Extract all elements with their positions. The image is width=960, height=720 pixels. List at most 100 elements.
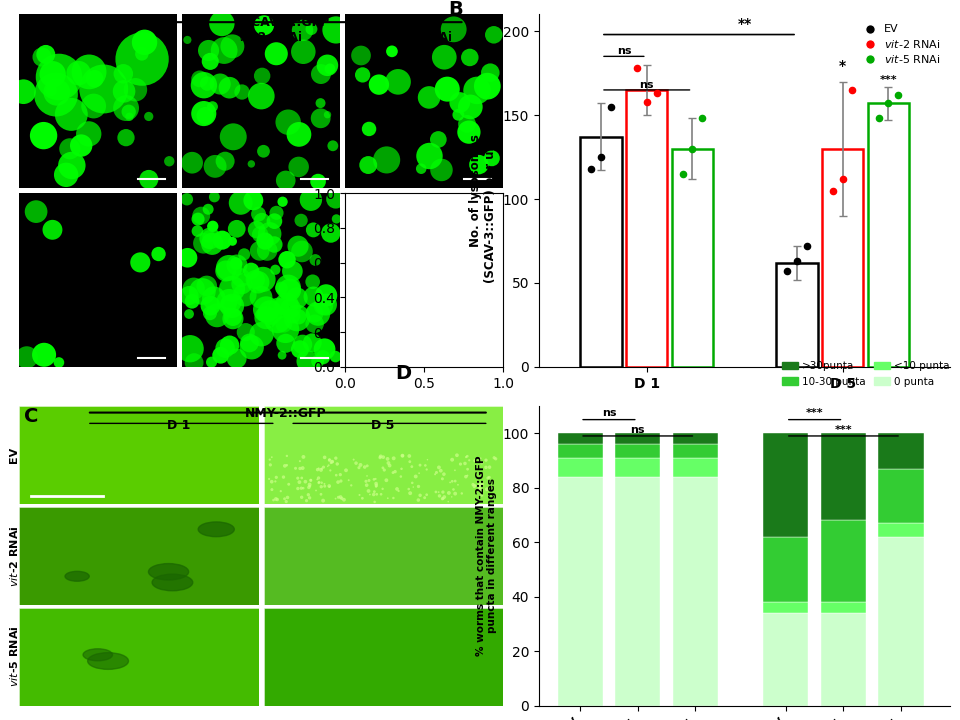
Point — [457, 458, 472, 469]
Text: SCAV-3::GFP: SCAV-3::GFP — [242, 16, 329, 30]
Point — [201, 45, 216, 56]
Point — [218, 265, 233, 276]
Point — [402, 487, 418, 499]
Point — [386, 453, 401, 464]
Bar — [763, 602, 808, 613]
Point — [384, 45, 399, 57]
Point — [292, 455, 307, 467]
Point — [316, 300, 331, 311]
Point — [333, 475, 348, 487]
Point — [411, 495, 426, 506]
Point — [307, 254, 323, 266]
Point — [353, 459, 369, 471]
Point — [446, 24, 462, 35]
Point — [327, 351, 343, 362]
Bar — [615, 458, 660, 477]
Point — [214, 18, 229, 30]
Y-axis label: EV: EV — [9, 447, 18, 463]
Point — [203, 55, 218, 67]
Point — [323, 464, 338, 476]
Point — [324, 456, 340, 468]
Bar — [615, 444, 660, 458]
Point — [141, 111, 156, 122]
Point — [338, 464, 353, 476]
Point — [116, 86, 132, 97]
Point — [435, 486, 450, 498]
Point — [431, 462, 446, 473]
Point — [373, 488, 389, 500]
Point — [273, 485, 288, 497]
Circle shape — [198, 522, 234, 536]
Point — [320, 60, 335, 71]
Point — [369, 481, 384, 492]
Point — [296, 46, 311, 58]
Point — [64, 160, 80, 171]
Point — [368, 473, 383, 485]
Point — [369, 480, 384, 491]
Point — [473, 484, 489, 495]
Point — [181, 308, 197, 320]
Point — [404, 461, 420, 472]
Point — [314, 477, 329, 488]
Point — [207, 161, 223, 172]
Bar — [878, 536, 924, 706]
Point — [237, 289, 252, 300]
Point — [233, 197, 249, 209]
Point — [201, 230, 216, 242]
Bar — [626, 90, 667, 367]
Point — [262, 309, 277, 320]
Bar — [868, 104, 909, 367]
Point — [486, 229, 501, 240]
Point — [316, 495, 331, 506]
Point — [395, 450, 410, 462]
Bar — [558, 458, 603, 477]
Point — [437, 51, 452, 63]
Point — [45, 224, 60, 235]
Point — [314, 481, 329, 492]
Point — [302, 480, 318, 492]
Point — [251, 276, 266, 288]
Point — [444, 454, 460, 465]
Point — [351, 462, 367, 474]
Point — [432, 490, 447, 502]
Point — [490, 283, 505, 294]
Point — [256, 309, 272, 320]
Point — [194, 210, 209, 221]
Bar — [558, 433, 603, 444]
Point — [244, 158, 259, 170]
Point — [395, 450, 410, 462]
Point — [296, 482, 311, 494]
Point — [228, 258, 244, 269]
Point — [201, 204, 216, 215]
Point — [330, 492, 346, 503]
Point — [291, 129, 306, 140]
Point — [275, 349, 290, 361]
Point — [463, 101, 478, 112]
Point — [291, 311, 306, 323]
Point — [267, 239, 282, 251]
Point — [320, 461, 335, 472]
Point — [891, 89, 906, 101]
Point — [431, 487, 446, 498]
Text: $\it{vit}$-5 RNAi: $\it{vit}$-5 RNAi — [389, 30, 453, 43]
Point — [799, 240, 814, 252]
Point — [322, 454, 337, 465]
Point — [321, 459, 336, 471]
Point — [229, 259, 245, 271]
Point — [264, 451, 279, 463]
Point — [275, 196, 290, 207]
Point — [382, 460, 397, 472]
Point — [296, 451, 311, 463]
Point — [487, 452, 502, 464]
Point — [226, 313, 241, 325]
Point — [593, 151, 609, 163]
Point — [372, 452, 388, 464]
Point — [412, 308, 427, 320]
Point — [268, 264, 283, 276]
Point — [204, 356, 219, 368]
Point — [182, 343, 198, 354]
Text: ns: ns — [616, 46, 631, 56]
Point — [366, 489, 381, 500]
Point — [302, 492, 318, 503]
Point — [215, 235, 230, 246]
